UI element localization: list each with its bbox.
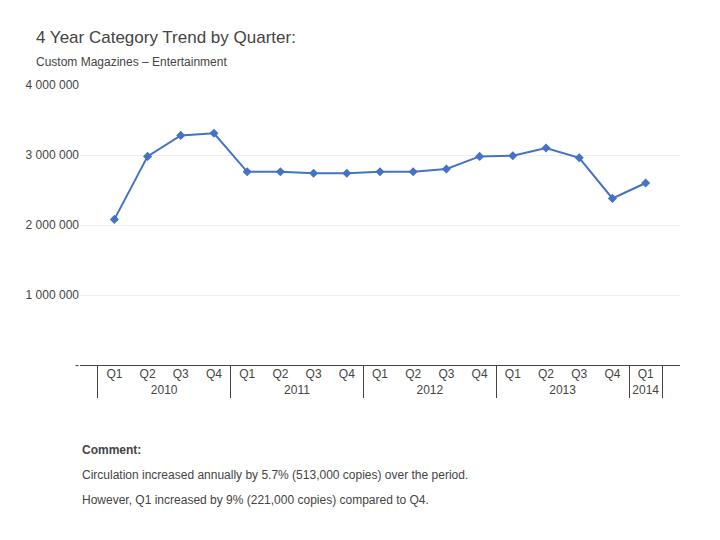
svg-text:Q1: Q1 <box>505 367 521 381</box>
svg-text:Q3: Q3 <box>438 367 454 381</box>
svg-text:2013: 2013 <box>549 383 576 397</box>
svg-text:2 000 000: 2 000 000 <box>26 218 80 232</box>
svg-text:Q1: Q1 <box>638 367 654 381</box>
svg-text:4 000 000: 4 000 000 <box>26 78 80 92</box>
svg-text:2014: 2014 <box>632 383 659 397</box>
svg-text:However, Q1 increased by 9% (2: However, Q1 increased by 9% (221,000 cop… <box>82 493 429 507</box>
svg-text:2011: 2011 <box>284 383 310 397</box>
svg-text:-: - <box>75 358 79 372</box>
svg-text:Q4: Q4 <box>206 367 222 381</box>
svg-text:Comment:: Comment: <box>82 443 141 457</box>
svg-text:Custom Magazines – Entertainme: Custom Magazines – Entertainment <box>36 55 227 69</box>
svg-text:Q2: Q2 <box>140 367 156 381</box>
svg-text:Q4: Q4 <box>604 367 620 381</box>
svg-text:Q1: Q1 <box>239 367 255 381</box>
svg-text:Circulation increased annually: Circulation increased annually by 5.7% (… <box>82 468 468 482</box>
svg-text:Q3: Q3 <box>173 367 189 381</box>
svg-text:Q3: Q3 <box>306 367 322 381</box>
svg-text:2010: 2010 <box>151 383 178 397</box>
svg-text:Q2: Q2 <box>538 367 554 381</box>
svg-text:1 000 000: 1 000 000 <box>26 288 80 302</box>
svg-text:Q3: Q3 <box>571 367 587 381</box>
svg-text:4 Year Category Trend by Quart: 4 Year Category Trend by Quarter: <box>36 28 296 47</box>
svg-text:Q2: Q2 <box>405 367 421 381</box>
svg-text:2012: 2012 <box>416 383 443 397</box>
svg-text:Q4: Q4 <box>339 367 355 381</box>
svg-text:3 000 000: 3 000 000 <box>26 148 80 162</box>
svg-text:Q2: Q2 <box>272 367 288 381</box>
svg-text:Q4: Q4 <box>472 367 488 381</box>
svg-text:Q1: Q1 <box>106 367 122 381</box>
svg-text:Q1: Q1 <box>372 367 388 381</box>
